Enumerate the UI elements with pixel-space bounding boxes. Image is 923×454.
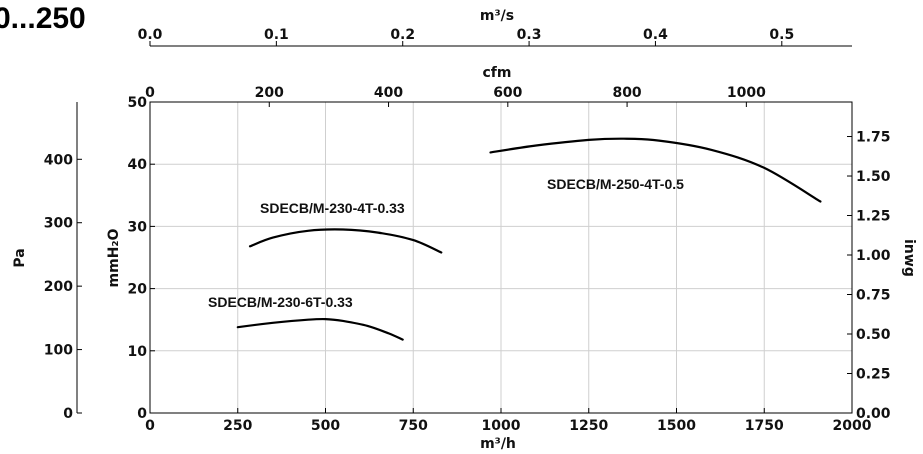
m3s-tick-label: 0.2 bbox=[390, 27, 415, 43]
inwg-tick-label: 0.75 bbox=[856, 288, 891, 304]
cfm-tick-label: 400 bbox=[374, 85, 403, 101]
m3s-tick-label: 0.4 bbox=[643, 27, 668, 43]
right-axis-label-inwg: inwg bbox=[901, 239, 917, 277]
y-tick-label: 30 bbox=[128, 219, 148, 235]
series-labels: SDECB/M-230-4T-0.33 SDECB/M-230-6T-0.33 SD… bbox=[208, 176, 684, 310]
performance-curves bbox=[236, 137, 822, 341]
top-axis-label-cfm: cfm bbox=[483, 65, 512, 81]
m3s-tick-label: 0.5 bbox=[769, 27, 794, 43]
top-axis-label-m3s: m³/s bbox=[480, 8, 514, 24]
cfm-tick-label: 600 bbox=[493, 85, 522, 101]
pa-tick-label: 200 bbox=[44, 279, 73, 295]
x-tick-label: 0 bbox=[145, 418, 155, 434]
grid bbox=[149, 101, 853, 414]
x-tick-label: 2000 bbox=[833, 418, 872, 434]
series-label: SDECB/M-230-4T-0.33 bbox=[260, 200, 405, 216]
inwg-tick-label: 1.00 bbox=[856, 248, 891, 264]
curve-SDECB/M-250-4T-0.5 bbox=[489, 137, 822, 203]
page-title: 0...250 bbox=[0, 2, 86, 35]
pa-tick-label: 0 bbox=[63, 406, 73, 422]
inwg-tick-label: 1.25 bbox=[856, 209, 891, 225]
m3s-tick-label: 0.1 bbox=[264, 27, 289, 43]
left-axis-label-pa: Pa bbox=[12, 248, 28, 267]
pa-tick-label: 300 bbox=[44, 216, 73, 232]
inwg-tick-label: 0.25 bbox=[856, 367, 891, 383]
x-tick-label: 500 bbox=[311, 418, 340, 434]
inwg-tick-label: 0.50 bbox=[856, 327, 891, 343]
curve-SDECB/M-230-4T-0.33 bbox=[248, 228, 443, 254]
axis-ticks: 0 250 500 750 1000 1250 1500 1750 20000102030405… bbox=[44, 27, 891, 434]
y-tick-label: 50 bbox=[128, 95, 148, 111]
x-tick-label: 1500 bbox=[657, 418, 696, 434]
pa-tick-label: 400 bbox=[44, 152, 73, 168]
curve-SDECB/M-230-6T-0.33 bbox=[236, 317, 404, 341]
y-axis-label: mmH₂O bbox=[106, 228, 122, 287]
pa-tick-label: 100 bbox=[44, 343, 73, 359]
x-axis-label: m³/h bbox=[480, 436, 516, 452]
y-tick-label: 10 bbox=[128, 344, 148, 360]
x-tick-label: 250 bbox=[223, 418, 252, 434]
series-label: SDECB/M-250-4T-0.5 bbox=[547, 176, 684, 192]
cfm-tick-label: 0 bbox=[145, 85, 155, 101]
m3s-tick-label: 0.0 bbox=[138, 27, 163, 43]
x-tick-label: 1750 bbox=[745, 418, 784, 434]
x-tick-label: 1250 bbox=[569, 418, 608, 434]
inwg-tick-label: 1.50 bbox=[856, 169, 891, 185]
x-tick-label: 750 bbox=[399, 418, 428, 434]
series-label: SDECB/M-230-6T-0.33 bbox=[208, 294, 353, 310]
cfm-tick-label: 800 bbox=[612, 85, 641, 101]
cfm-tick-label: 1000 bbox=[727, 85, 766, 101]
inwg-tick-label: 1.75 bbox=[856, 130, 891, 146]
y-tick-label: 0 bbox=[137, 406, 147, 422]
cfm-tick-label: 200 bbox=[255, 85, 284, 101]
y-tick-label: 20 bbox=[128, 282, 148, 298]
m3s-tick-label: 0.3 bbox=[517, 27, 542, 43]
y-tick-label: 40 bbox=[128, 157, 148, 173]
inwg-tick-label: 0.00 bbox=[856, 406, 891, 422]
x-tick-label: 1000 bbox=[482, 418, 521, 434]
